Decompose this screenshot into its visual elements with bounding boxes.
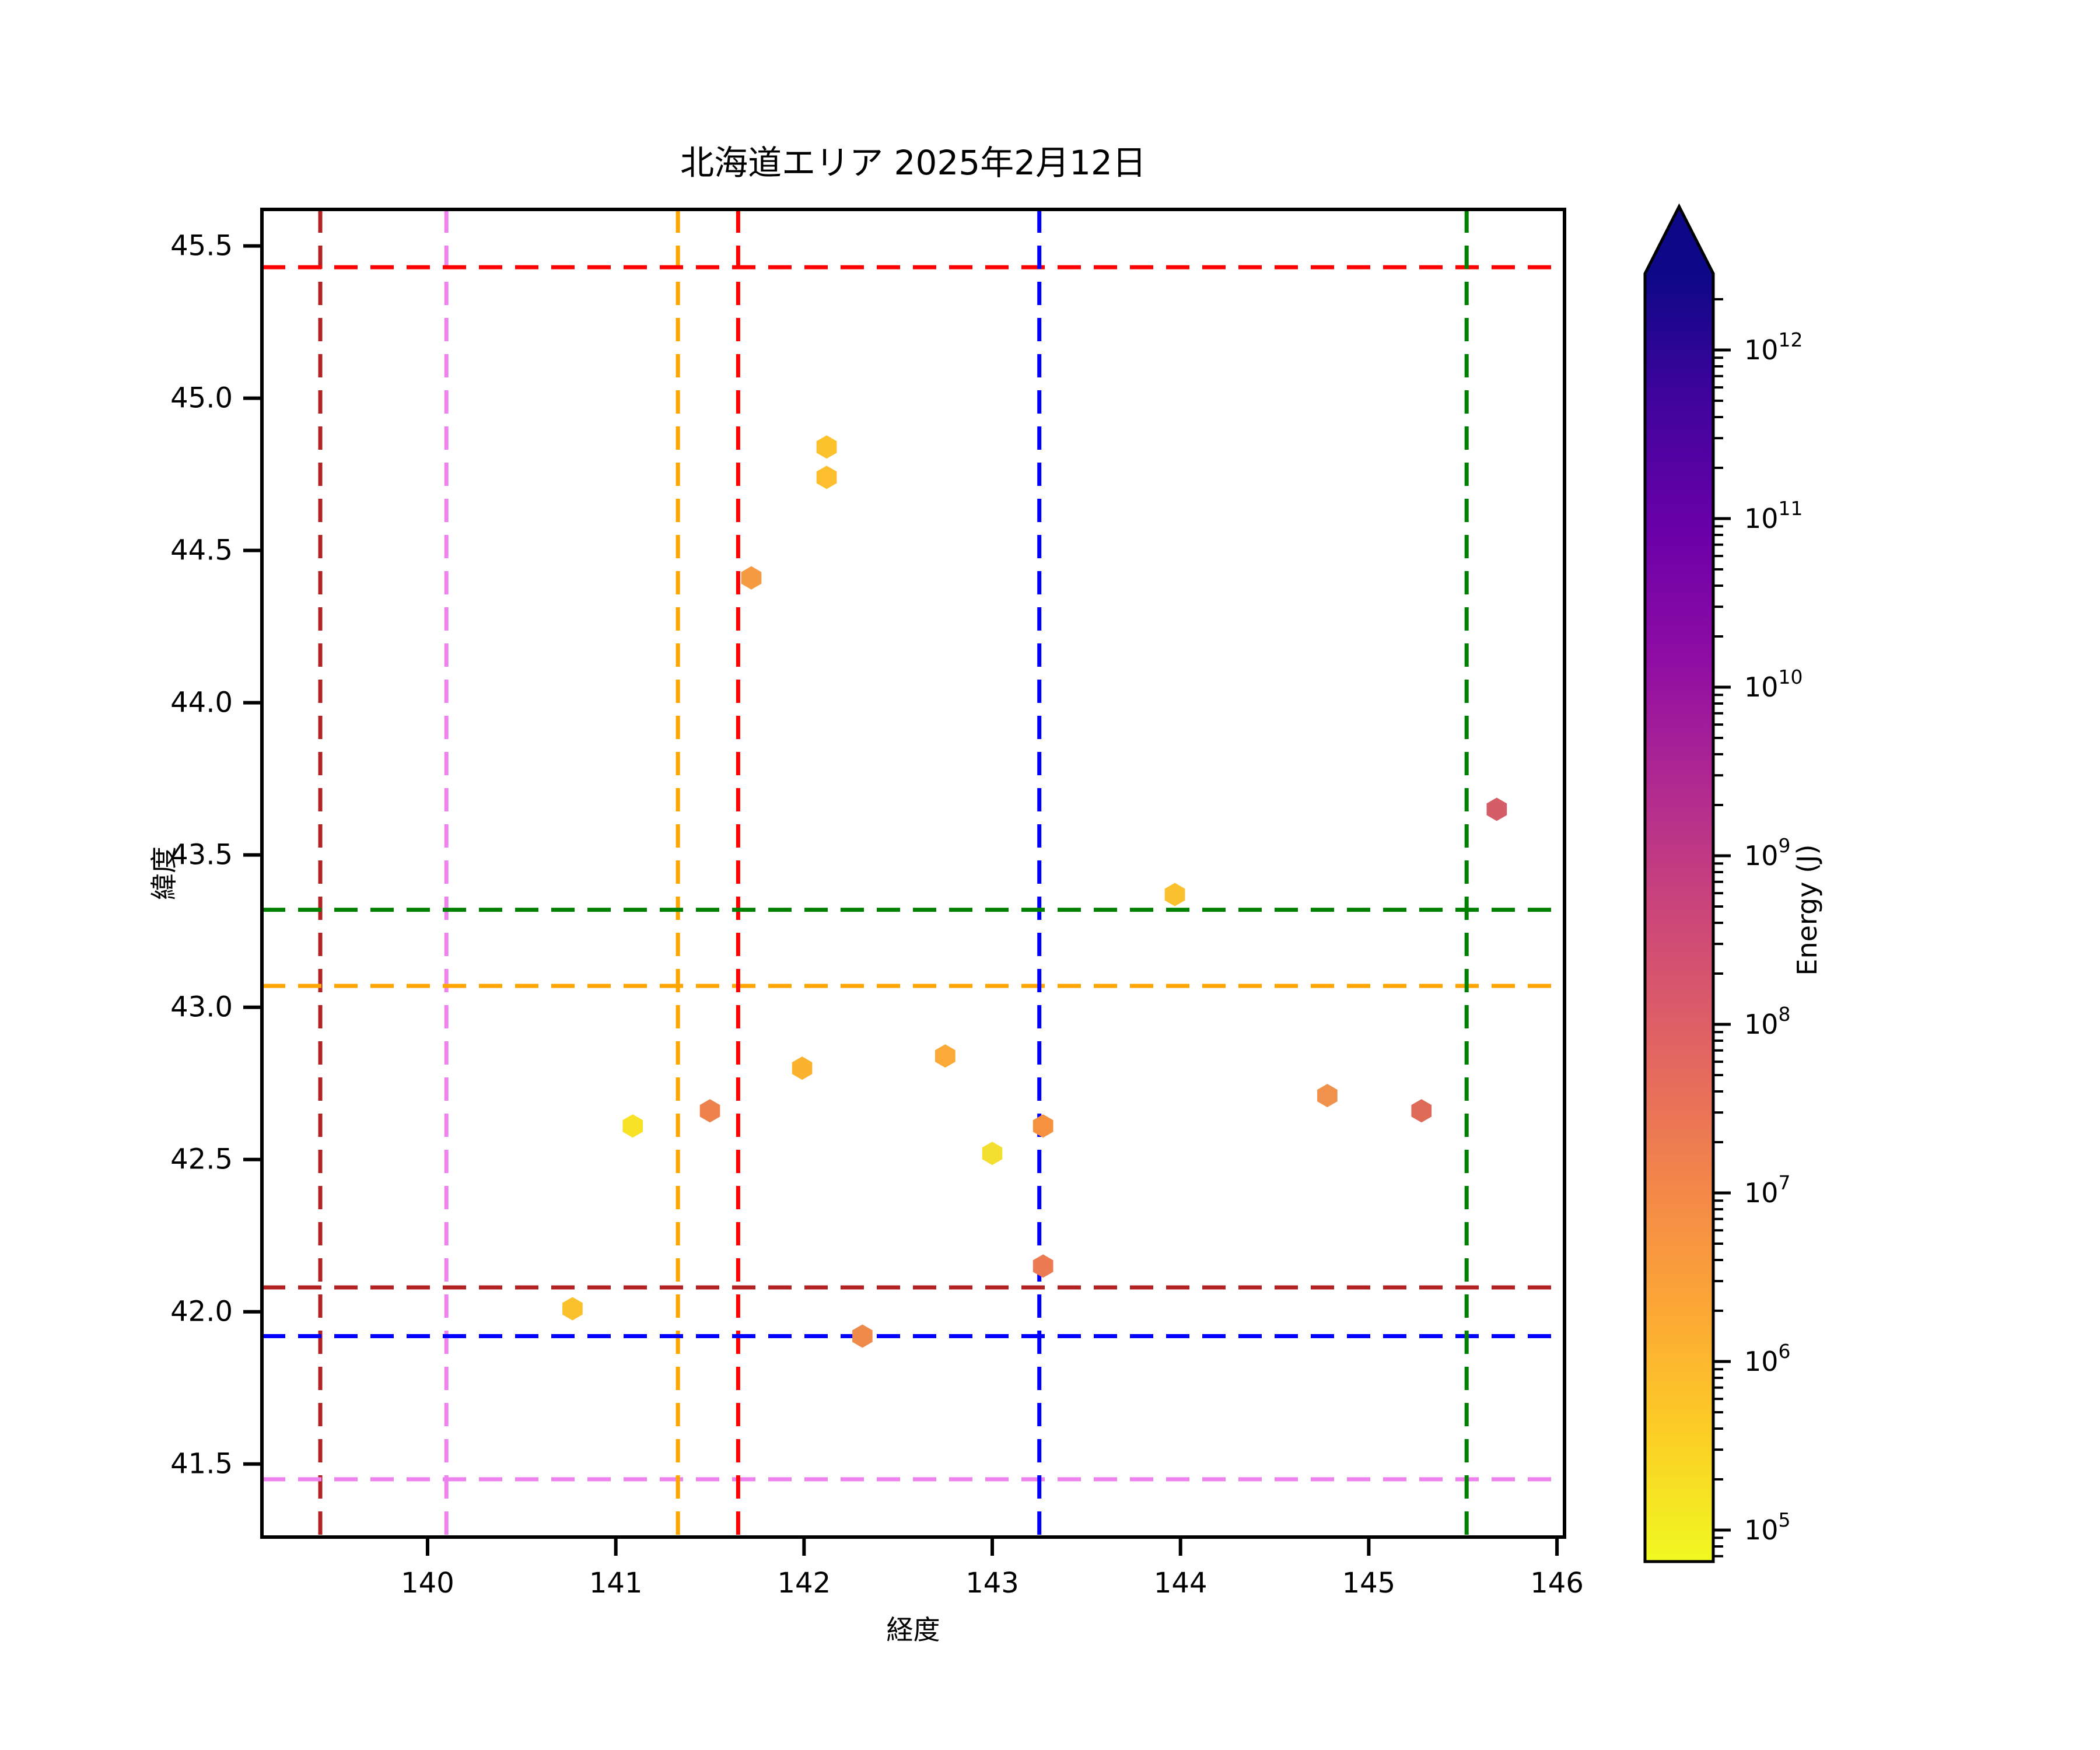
data-point-hexagon	[562, 1297, 583, 1321]
data-point-hexagon	[816, 466, 837, 489]
y-tick-label: 43.5	[170, 839, 233, 872]
x-tick-label: 143	[965, 1567, 1019, 1600]
colorbar-tick-label: 108	[1744, 1003, 1791, 1040]
data-point-hexagon	[622, 1114, 643, 1138]
colorbar-label: Energy (J)	[1791, 844, 1823, 976]
data-point-hexagon	[1317, 1084, 1338, 1108]
data-point-hexagon	[935, 1044, 956, 1068]
y-tick-label: 45.0	[170, 382, 233, 415]
y-axis-label: 緯度	[148, 846, 180, 900]
y-tick-label: 42.5	[170, 1143, 233, 1176]
data-point-hexagon	[816, 435, 837, 459]
data-point-hexagon	[1411, 1099, 1432, 1123]
y-tick-label: 41.5	[170, 1448, 233, 1480]
colorbar-tick-label: 107	[1744, 1171, 1791, 1209]
x-tick-label: 140	[401, 1567, 454, 1600]
data-point-hexagon	[982, 1142, 1003, 1166]
colorbar-tick-label: 1012	[1744, 328, 1803, 366]
y-tick-label: 44.5	[170, 534, 233, 567]
x-tick-label: 145	[1342, 1567, 1396, 1600]
colorbar-tick-label: 105	[1744, 1508, 1791, 1546]
y-tick-label: 45.5	[170, 230, 233, 262]
axes-box	[260, 208, 1566, 1539]
data-point-hexagon	[741, 566, 762, 590]
data-point-hexagon	[1486, 797, 1507, 821]
data-point-hexagon	[1164, 883, 1185, 907]
colorbar-tick-label: 1011	[1744, 497, 1803, 534]
x-tick-label: 142	[778, 1567, 831, 1600]
data-point-hexagon	[792, 1056, 813, 1080]
data-point-hexagon	[1032, 1254, 1054, 1278]
data-point-hexagon	[852, 1324, 873, 1348]
colorbar-tick-label: 109	[1744, 834, 1791, 872]
colorbar-tick-label: 106	[1744, 1340, 1791, 1377]
colorbar-tick-label: 1010	[1744, 666, 1803, 703]
x-tick-label: 144	[1154, 1567, 1208, 1600]
data-point-hexagon	[1032, 1114, 1054, 1138]
data-point-hexagon	[699, 1099, 720, 1123]
x-tick-label: 141	[589, 1567, 643, 1600]
colorbar-bar	[1643, 203, 1715, 1563]
y-tick-label: 43.0	[170, 991, 233, 1024]
chart-title: 北海道エリア 2025年2月12日	[680, 143, 1146, 183]
x-tick-label: 146	[1530, 1567, 1584, 1600]
y-tick-label: 42.0	[170, 1296, 233, 1328]
x-axis-label: 経度	[886, 1614, 940, 1646]
y-tick-label: 44.0	[170, 687, 233, 719]
